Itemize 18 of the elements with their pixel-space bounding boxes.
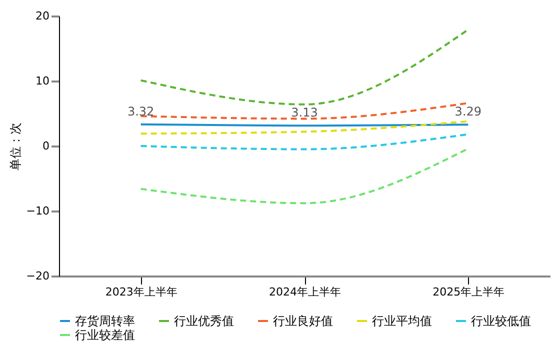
data-label: 3.13	[291, 106, 318, 120]
data-label: 3.29	[454, 104, 482, 119]
y-axis-title: 单位：次	[8, 122, 22, 170]
legend-label: 存货周转率	[75, 314, 135, 328]
y-tick-label: 20	[36, 10, 50, 22]
legend-label: 行业较低值	[471, 314, 531, 328]
y-tick-label: 0	[42, 140, 50, 152]
legend-label: 行业优秀值	[174, 314, 234, 328]
x-tick-label: 2023年上半年	[105, 286, 178, 298]
legend-label: 行业良好值	[273, 314, 333, 328]
x-tick-label: 2025年上半年	[432, 286, 505, 298]
legend-label: 行业平均值	[372, 314, 432, 328]
y-tick-label: −20	[26, 270, 50, 282]
y-tick-label: 10	[36, 74, 50, 88]
y-tick-label: −10	[26, 204, 50, 218]
legend-label: 行业较差值	[75, 328, 135, 342]
data-label: 3.32	[127, 104, 154, 118]
x-tick-label: 2024年上半年	[269, 286, 341, 298]
